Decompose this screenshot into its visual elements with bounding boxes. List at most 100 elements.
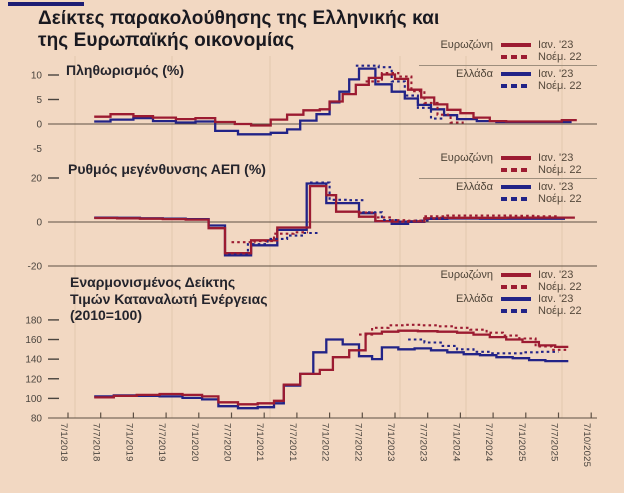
title-accent-bar — [8, 2, 84, 6]
legend-row: Νοέμ. 22 — [415, 280, 605, 293]
legend-row: Ευρωζώνη Ιαν. '23 — [415, 151, 605, 164]
y-tick-label: 140 — [25, 355, 42, 366]
legend-entry-label: Ιαν. '23 — [538, 151, 574, 164]
legend-row: Ελλάδα Ιαν. '23 — [415, 67, 605, 80]
chart-title-energy-line2: Τιμών Καταναλωτή Ενέργειας — [70, 290, 268, 307]
legend-dashed-line-swatch — [501, 308, 531, 313]
gdp-chart-series-greece-nov22 — [310, 181, 364, 202]
gdp-chart-series-eurozone-nov22 — [231, 231, 308, 244]
y-tick-label: 80 — [31, 414, 43, 425]
legend-solid-line-swatch — [501, 184, 531, 189]
energy-price-chart-series-eurozone-nov22 — [359, 323, 569, 351]
energy-price-chart-series-eurozone-jan23 — [94, 329, 569, 406]
x-axis-label: 7/1/2023 — [385, 423, 396, 462]
legend-entry-label: Νοέμ. 22 — [538, 79, 582, 92]
legend-dashed-line-swatch — [501, 83, 531, 88]
chart-title-inflation: Πληθωρισμός (%) — [66, 62, 185, 78]
inflation-chart-series-eurozone-nov22 — [365, 71, 464, 124]
x-axis-label: 7/1/2020 — [188, 423, 200, 462]
legend-group-name: Ευρωζώνη — [440, 268, 493, 281]
legend-solid-line-swatch — [501, 296, 531, 301]
legend-dashed-line-swatch — [501, 167, 531, 172]
legend-row: Ευρωζώνη Ιαν. '23 — [415, 38, 605, 51]
y-tick-label: 20 — [31, 174, 43, 185]
page-title: Δείκτες παρακολούθησης της Ελληνικής και… — [38, 8, 439, 52]
chart-title-gdp: Ρυθμός μεγένθυνσης ΑΕΠ (%) — [68, 161, 266, 177]
energy-price-chart-series-greece-jan23 — [94, 338, 569, 410]
legend-dashed-line-swatch — [501, 196, 531, 201]
legend-entry-label: Ιαν. '23 — [538, 67, 574, 80]
legend-entry-label: Νοέμ. 22 — [538, 280, 582, 293]
legend-group-name: Ελλάδα — [455, 292, 493, 305]
legend-entry-label: Νοέμ. 22 — [538, 192, 582, 205]
legend-solid-line-swatch — [501, 42, 531, 47]
y-tick-label: 0 — [36, 218, 42, 229]
inflation-chart-series-eurozone-jan23 — [94, 73, 577, 127]
legend-entry-label: Ιαν. '23 — [538, 38, 574, 51]
legend-row: Νοέμ. 22 — [415, 163, 605, 176]
legend-row: Νοέμ. 22 — [415, 192, 605, 205]
page-title-line2: της Ευρωπαϊκής οικονομίας — [38, 30, 295, 51]
legend-group-name: Ευρωζώνη — [440, 151, 493, 164]
x-axis-label: 7/7/2024 — [483, 423, 495, 462]
legend-row: Ελλάδα Ιαν. '23 — [415, 180, 605, 193]
x-axis-label: 7/7/2020 — [221, 423, 233, 462]
legend-group-name: Ευρωζώνη — [440, 38, 493, 51]
x-axis-label: 7/1/2022 — [319, 423, 331, 462]
y-tick-label: 5 — [36, 95, 42, 106]
x-axis-label: 7/10/2025 — [581, 423, 593, 468]
y-tick-label: 100 — [25, 394, 42, 405]
x-axis-label: 7/7/2023 — [417, 423, 429, 462]
legend-dashed-line-swatch — [501, 284, 531, 289]
legend-solid-line-swatch — [501, 272, 531, 277]
legend-dashed-line-swatch — [501, 54, 531, 59]
legend-divider — [419, 178, 597, 179]
chart-title-energy: Εναρμονισμένος Δείκτης Τιμών Καταναλωτή Ε… — [70, 274, 268, 324]
legend-entry-label: Ιαν. '23 — [538, 268, 574, 281]
x-axis-label: 7/7/2022 — [352, 423, 364, 462]
legend-group-name: Ελλάδα — [455, 180, 493, 193]
x-axis-label: 7/1/2019 — [123, 423, 135, 462]
x-axis-label: 7/7/2018 — [90, 423, 102, 462]
legend-entry-label: Νοέμ. 22 — [538, 304, 582, 317]
y-tick-label: -20 — [28, 262, 43, 273]
legend-inflation: Ευρωζώνη Ιαν. '23 Νοέμ. 22 Ελλάδα Ιαν. '23 Νο… — [415, 39, 605, 92]
y-tick-label: 10 — [31, 71, 43, 82]
legend-row: Νοέμ. 22 — [415, 79, 605, 92]
legend-row: Ελλάδα Ιαν. '23 — [415, 292, 605, 305]
legend-gdp: Ευρωζώνη Ιαν. '23 Νοέμ. 22 Ελλάδα Ιαν. '23 Νο… — [415, 152, 605, 205]
chart-title-energy-line3: (2010=100) — [70, 307, 143, 323]
y-tick-label: 180 — [25, 315, 42, 326]
gdp-chart-series-greece-nov22 — [228, 231, 318, 256]
legend-row: Νοέμ. 22 — [415, 51, 605, 63]
x-axis-label: 7/7/2021 — [286, 423, 298, 462]
y-tick-label: 160 — [25, 335, 42, 346]
y-tick-label: 120 — [25, 374, 42, 385]
legend-group-name: Ελλάδα — [455, 67, 493, 80]
legend-entry-label: Ιαν. '23 — [538, 292, 574, 305]
legend-energy: Ευρωζώνη Ιαν. '23 Νοέμ. 22 Ελλάδα Ιαν. '23 Νο… — [415, 269, 605, 317]
y-tick-label: 0 — [36, 120, 42, 131]
legend-solid-line-swatch — [501, 71, 531, 76]
legend-entry-label: Νοέμ. 22 — [538, 163, 582, 176]
legend-row: Νοέμ. 22 — [415, 304, 605, 317]
inflation-chart-series-greece-nov22 — [355, 64, 445, 120]
legend-solid-line-swatch — [501, 155, 531, 160]
legend-entry-label: Ιαν. '23 — [538, 180, 574, 193]
gdp-chart: 20 0 -20 — [28, 174, 597, 273]
x-axis-label: 7/7/2019 — [156, 423, 168, 462]
x-axis-label: 7/1/2025 — [515, 423, 527, 462]
page-title-line1: Δείκτες παρακολούθησης της Ελληνικής και — [38, 8, 440, 29]
x-axis-label: 7/1/2021 — [254, 423, 266, 462]
x-axis-label: 7/1/2018 — [58, 423, 69, 462]
chart-title-energy-line1: Εναρμονισμένος Δείκτης — [70, 274, 236, 290]
energy-price-chart-series-greece-nov22 — [408, 338, 559, 355]
legend-row: Ευρωζώνη Ιαν. '23 — [415, 268, 605, 281]
x-axis-label: 7/7/2025 — [548, 423, 560, 462]
gdp-chart-series-eurozone-nov22 — [424, 214, 559, 218]
x-axis-label: 7/1/2024 — [450, 423, 462, 462]
energy-price-chart: 180 160 140 120 100 80 — [25, 315, 597, 425]
gdp-chart-series-eurozone-jan23 — [94, 184, 575, 255]
